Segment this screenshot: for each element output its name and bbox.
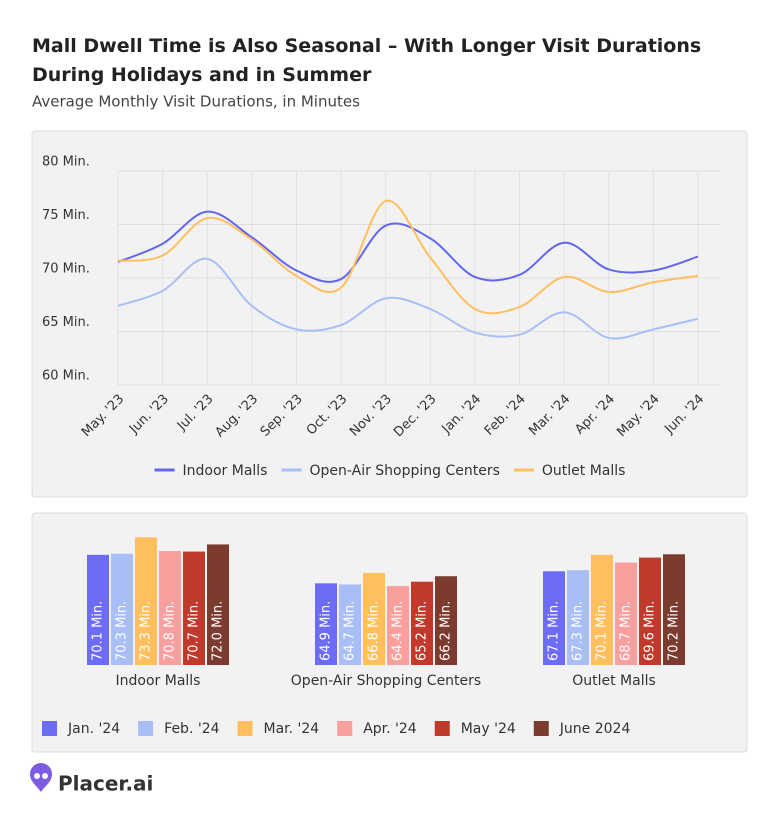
bar (363, 572, 385, 665)
legend-swatch (237, 721, 253, 736)
legend-label: June 2024 (559, 721, 631, 737)
bar (315, 583, 337, 665)
x-tick-label: Open-Air Shopping Centers (291, 673, 481, 689)
y-tick-label: 65 Min. (42, 315, 90, 330)
value-label: 67.3 Min. (571, 601, 586, 661)
chart-title: Mall Dwell Time is Also Seasonal – With … (32, 35, 701, 86)
legend-label: Indoor Malls (183, 463, 268, 479)
title-line: Mall Dwell Time is Also Seasonal – With … (32, 35, 701, 57)
series-line (117, 210, 699, 283)
logo (30, 763, 52, 792)
chart-subtitle: Average Monthly Visit Durations, in Minu… (32, 93, 360, 111)
value-label: 66.2 Min. (439, 601, 454, 661)
bar (87, 554, 109, 665)
value-label: 69.6 Min. (643, 601, 658, 661)
bar (591, 554, 613, 665)
value-label: 70.1 Min. (595, 601, 610, 661)
bar (663, 554, 685, 665)
value-label: 70.3 Min. (115, 601, 130, 661)
legend-swatch (434, 721, 450, 736)
bar (543, 571, 565, 665)
y-tick-label: 60 Min. (42, 369, 90, 384)
legend-swatch (533, 721, 549, 736)
value-label: 66.8 Min. (367, 601, 382, 661)
bar (339, 584, 361, 665)
value-label: 64.7 Min. (343, 601, 358, 661)
value-label: 70.2 Min. (667, 601, 682, 661)
x-tick-label: Indoor Malls (116, 673, 201, 689)
y-tick-label: 70 Min. (42, 262, 90, 277)
legend-swatch (337, 721, 353, 736)
panel (31, 130, 748, 498)
series-line (117, 199, 699, 315)
value-label: 70.1 Min. (91, 601, 106, 661)
legend-swatch (42, 721, 57, 736)
legend-label: Open-Air Shopping Centers (309, 463, 499, 479)
bar (639, 557, 661, 665)
value-label: 65.2 Min. (415, 601, 430, 661)
bar (435, 576, 457, 665)
series-line (117, 257, 699, 340)
bar (183, 551, 205, 665)
value-label: 70.7 Min. (187, 601, 202, 661)
value-label: 68.7 Min. (619, 601, 634, 661)
value-label: 73.3 Min. (139, 601, 154, 661)
brand: Placer.ai (58, 772, 153, 796)
bar (615, 562, 637, 665)
legend-label: May '24 (461, 721, 516, 737)
y-tick-label: 75 Min. (42, 208, 90, 223)
x-tick-label: Outlet Malls (572, 673, 656, 689)
legend-label: Feb. '24 (164, 721, 219, 737)
legend-label: Outlet Malls (542, 463, 626, 479)
bar (387, 586, 409, 665)
title-line: During Holidays and in Summer (32, 64, 372, 86)
legend-label: Apr. '24 (363, 721, 417, 737)
legend-swatch (138, 721, 154, 736)
bar (411, 581, 433, 665)
value-label: 72.0 Min. (211, 601, 226, 661)
value-label: 64.9 Min. (319, 601, 334, 661)
legend-label: Mar. '24 (264, 721, 320, 737)
bar (135, 537, 157, 665)
value-label: 70.8 Min. (163, 601, 178, 661)
legend-label: Jan. '24 (67, 721, 120, 737)
y-tick-label: 80 Min. (42, 155, 90, 170)
bar (111, 553, 133, 665)
value-label: 64.4 Min. (391, 601, 406, 661)
value-label: 67.1 Min. (547, 601, 562, 661)
bar (207, 544, 229, 665)
bar (567, 570, 589, 665)
bar (159, 551, 181, 665)
